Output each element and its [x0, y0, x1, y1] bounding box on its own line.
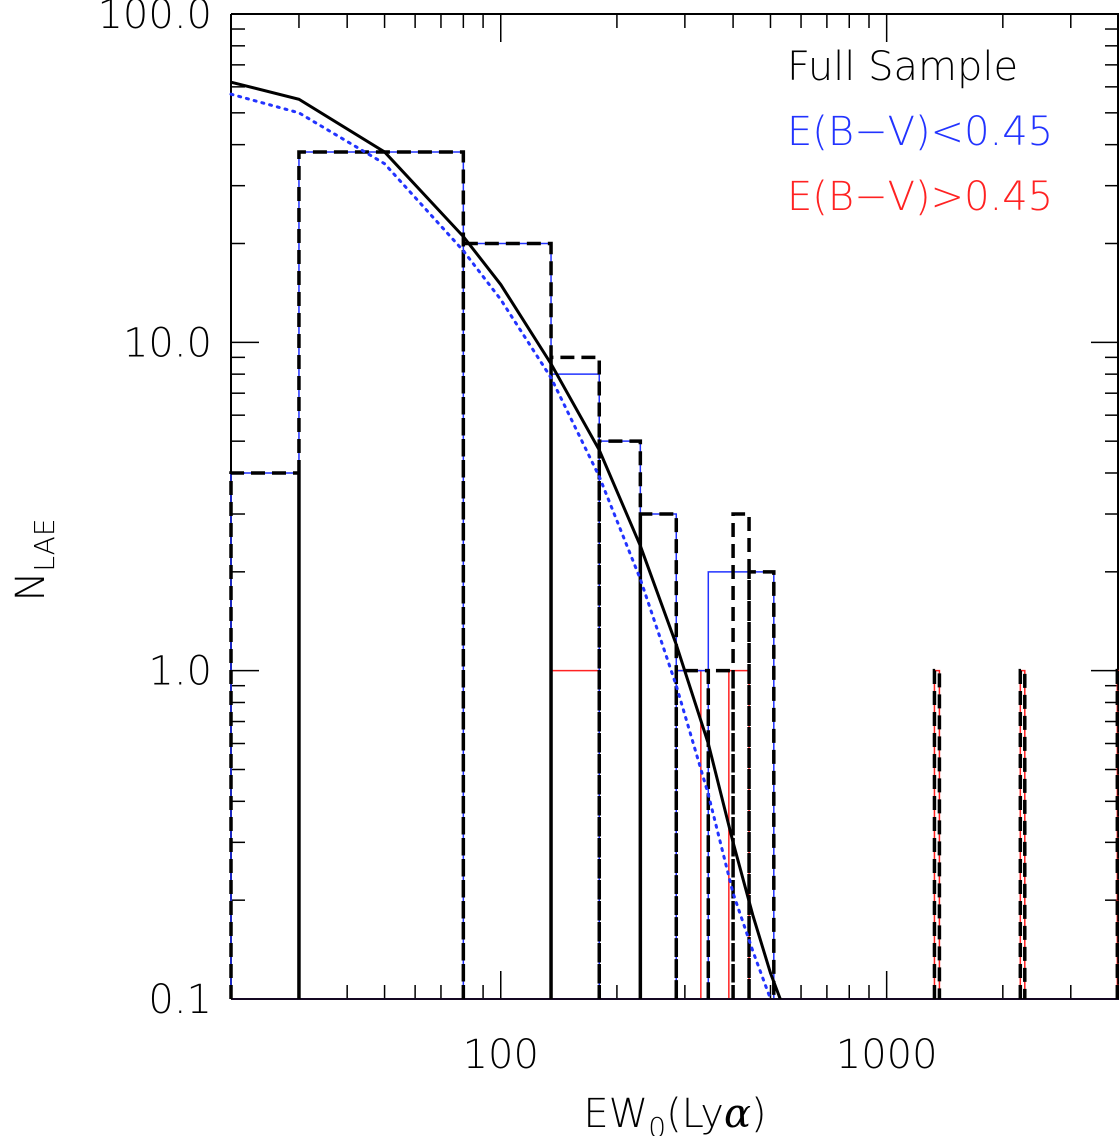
x-tick-label: 100	[463, 1032, 539, 1078]
y-tick-label: 10.0	[123, 320, 212, 366]
histogram-bars	[550, 669, 1119, 999]
legend-full-sample: Full Sample	[787, 44, 1018, 90]
fit-curve-fit-e-b-v-0-45	[229, 92, 772, 1001]
legend: Full Sample E(B−V)<0.45 E(B−V)>0.45	[787, 44, 1053, 220]
legend-high-extinction: E(B−V)>0.45	[787, 174, 1053, 220]
x-axis-ticks: 100 1000	[230, 14, 1119, 1078]
series-layer	[229, 80, 1119, 1001]
legend-low-extinction: E(B−V)<0.45	[787, 109, 1053, 155]
histogram-bars	[230, 151, 775, 999]
y-tick-label: 100.0	[97, 0, 212, 38]
histogram-full-sample	[229, 150, 1119, 1000]
y-tick-label: 0.1	[148, 977, 212, 1023]
fit-curve-fit-full-sample	[230, 80, 782, 1000]
histogram-bars	[229, 150, 1119, 999]
y-axis-label: NLAE	[8, 518, 61, 601]
y-axis-ticks: 0.1 1.0 10.0 100.0	[97, 0, 1119, 1023]
y-tick-label: 1.0	[148, 649, 212, 695]
x-axis-label: EW0(Lyα)	[583, 1091, 766, 1136]
x-tick-label: 1000	[836, 1032, 938, 1078]
